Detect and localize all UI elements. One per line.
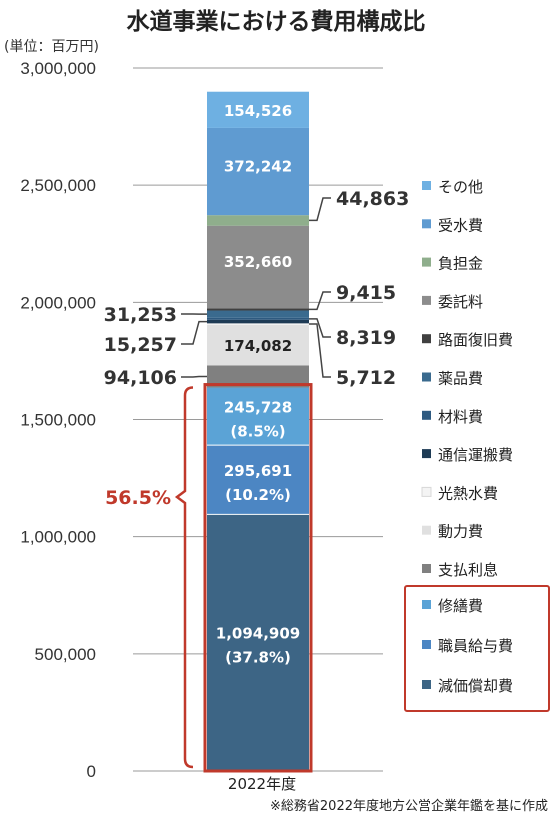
bar-segment (207, 319, 309, 324)
data-label-percent: (37.8%) (225, 649, 291, 667)
legend-label: その他 (438, 178, 483, 196)
bar-segment (207, 317, 309, 320)
legend-label: 通信運搬費 (438, 446, 513, 464)
bar-segment (207, 308, 309, 311)
highlight-percent: 56.5% (105, 487, 171, 509)
data-label: 94,106 (104, 367, 177, 389)
legend-swatch (422, 600, 431, 609)
legend-swatch (422, 525, 431, 535)
legend-label: 委託料 (438, 293, 483, 311)
data-label: 295,691 (224, 462, 292, 480)
chart-title: 水道事業における費用構成比 (126, 9, 426, 35)
leader-line (181, 320, 207, 345)
highlight-bracket (174, 386, 194, 769)
legend-label: 修繕費 (438, 597, 483, 615)
legend-swatch (422, 219, 431, 229)
legend-swatch (422, 257, 431, 267)
legend-label: 減価償却費 (438, 677, 513, 695)
legend-label: 受水費 (438, 216, 483, 234)
data-label-percent: (10.2%) (225, 486, 291, 504)
bar-segment (207, 310, 309, 318)
data-label: 154,526 (224, 102, 292, 120)
bar-segment (207, 324, 309, 366)
legend-label: 動力費 (438, 523, 483, 541)
legend-swatch (422, 680, 431, 689)
legend-swatch (422, 181, 431, 190)
legend-swatch (422, 449, 431, 459)
leader-line (309, 197, 331, 222)
source-note: ※総務省2022年度地方公営企業年鑑を基に作成 (270, 799, 548, 814)
legend-swatch (422, 410, 431, 420)
legend-swatch (421, 486, 432, 497)
data-label: 174,082 (224, 337, 292, 355)
bar-segment (207, 215, 309, 226)
legend-swatch (422, 372, 431, 382)
x-category-label: 2022年度 (228, 775, 296, 793)
y-tick-label: 1,500,000 (20, 411, 96, 430)
data-label: 8,319 (336, 327, 396, 349)
y-tick-label: 500,000 (35, 645, 96, 664)
legend-swatch (422, 640, 431, 649)
leader-line (309, 323, 331, 378)
y-tick-label: 2,500,000 (20, 176, 96, 195)
legend-swatch (422, 564, 431, 573)
legend-label: 路面復旧費 (438, 331, 513, 349)
bar-segment (207, 323, 309, 325)
data-label: 1,094,909 (216, 625, 300, 643)
data-label: 372,242 (224, 158, 292, 176)
data-label: 245,728 (224, 398, 292, 416)
legend-label: 支払利息 (438, 561, 498, 579)
y-tick-label: 0 (87, 762, 96, 781)
data-label: 15,257 (104, 334, 177, 356)
data-label: 9,415 (336, 282, 396, 304)
leader-line (309, 318, 331, 338)
bar-segment (207, 387, 309, 446)
legend-label: 光熱水費 (438, 484, 498, 502)
legend-swatch (422, 334, 431, 344)
data-label: 31,253 (104, 304, 177, 326)
y-tick-label: 3,000,000 (20, 59, 96, 78)
data-label: 352,660 (224, 253, 292, 271)
unit-label: (単位：百万円) (4, 39, 99, 55)
data-label-percent: (8.5%) (230, 422, 285, 440)
bar-segment (207, 91, 309, 128)
legend-label: 薬品費 (438, 370, 483, 388)
y-tick-label: 1,000,000 (20, 528, 96, 547)
leader-line (309, 291, 331, 311)
bar-segment (207, 225, 309, 309)
bar-segment (207, 127, 309, 216)
legend-label: 材料費 (438, 408, 483, 426)
legend-label: 職員給与費 (438, 637, 513, 655)
legend-swatch (422, 295, 431, 305)
data-label: 5,712 (336, 367, 396, 389)
legend-label: 負担金 (438, 255, 483, 273)
bar-segment (207, 365, 309, 388)
legend-highlight-box (404, 585, 550, 712)
y-tick-label: 2,000,000 (20, 293, 96, 312)
bar-segment (207, 514, 309, 771)
bar-segment (207, 445, 309, 515)
highlight-box (203, 383, 313, 773)
data-label: 44,863 (336, 188, 409, 210)
